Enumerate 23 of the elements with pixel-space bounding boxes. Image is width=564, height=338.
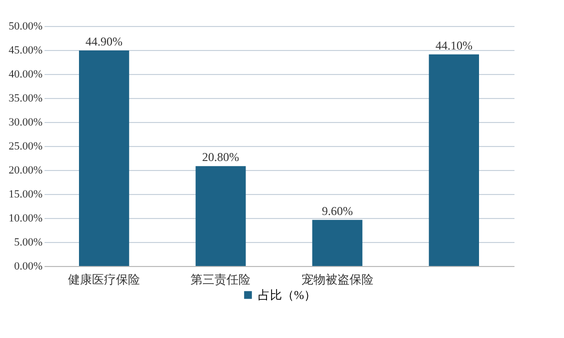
y-tick-label: 35.00% xyxy=(8,92,42,104)
y-tick-label: 15.00% xyxy=(8,188,42,200)
data-label: 44.90% xyxy=(86,34,123,48)
x-tick-label: 健康医疗保险 xyxy=(68,272,140,286)
y-tick-label: 40.00% xyxy=(8,68,42,80)
y-tick-label: 50.00% xyxy=(8,20,42,32)
y-tick-label: 30.00% xyxy=(8,116,42,128)
data-label: 44.10% xyxy=(435,38,472,52)
bar xyxy=(78,50,130,266)
bar xyxy=(196,166,246,266)
y-tick-label: 10.00% xyxy=(8,212,42,224)
data-label: 20.80% xyxy=(202,150,240,164)
y-tick-label: 5.00% xyxy=(14,236,42,248)
data-label: 9.60% xyxy=(322,204,353,218)
y-tick-label: 45.00% xyxy=(8,44,42,56)
legend-label: 占比（%） xyxy=(258,288,316,302)
y-tick-label: 20.00% xyxy=(8,164,42,176)
y-tick-label: 25.00% xyxy=(8,140,42,152)
y-tick-label: 0.00% xyxy=(14,260,42,272)
x-tick-label: 第三责任险 xyxy=(190,272,251,286)
x-tick-label: 宠物被盗保险 xyxy=(301,272,374,286)
bar xyxy=(312,220,362,266)
bar xyxy=(428,54,480,266)
